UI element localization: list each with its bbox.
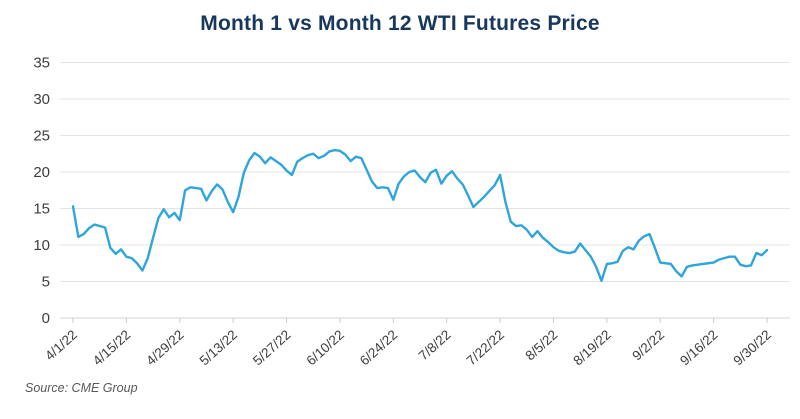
x-tick-label: 8/5/22 [523,327,561,363]
x-tick-label: 6/24/22 [357,327,401,368]
x-tick-label: 9/30/22 [730,327,774,368]
source-note: Source: CME Group [25,381,138,395]
y-tick-label: 10 [33,237,50,254]
x-tick-label: 6/10/22 [303,327,347,368]
x-tick-label: 9/16/22 [677,327,721,368]
x-tick-label: 4/15/22 [90,327,134,368]
x-tick-label: 8/19/22 [570,327,614,368]
x-tick-label: 4/29/22 [143,327,187,368]
y-tick-label: 5 [42,274,50,291]
x-tick-label: 4/1/22 [42,327,80,363]
chart-title: Month 1 vs Month 12 WTI Futures Price [200,12,600,35]
y-tick-label: 35 [33,55,50,72]
x-tick-label: 7/22/22 [464,327,508,368]
line-series [71,148,769,282]
x-tick-label: 7/8/22 [416,327,454,363]
y-tick-label: 0 [42,310,50,327]
y-tick-label: 15 [33,201,50,218]
y-tick-label: 30 [33,91,50,108]
y-tick-label: 25 [33,128,50,145]
x-tick-label: 5/13/22 [197,327,241,368]
x-tick-label: 5/27/22 [250,327,294,368]
x-tick-label: 9/2/22 [629,327,667,363]
y-tick-label: 20 [33,164,50,181]
